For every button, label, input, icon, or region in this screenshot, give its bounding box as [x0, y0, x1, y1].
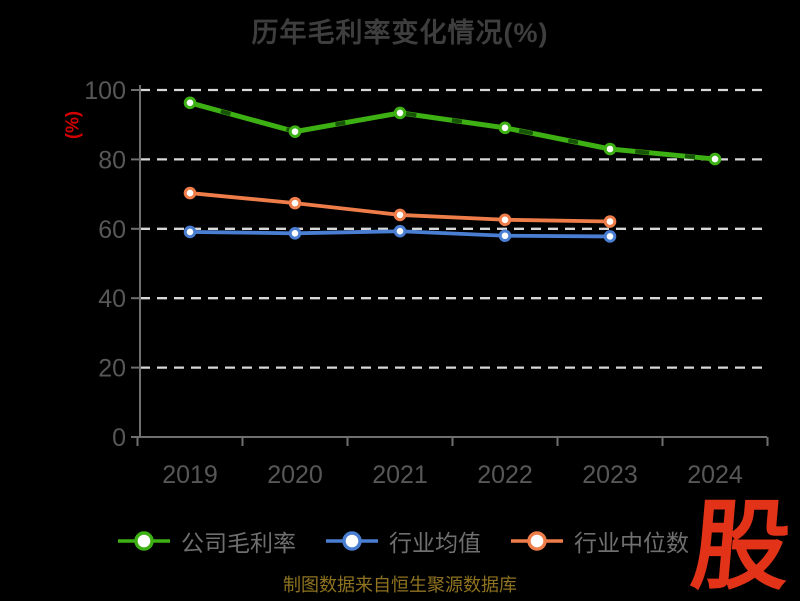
y-tick-label: 100 [84, 77, 126, 105]
x-tick-label: 2022 [477, 461, 533, 489]
series-marker-industry-mean [498, 229, 512, 243]
series-marker-industry-median [183, 186, 197, 200]
legend-marker-industry-mean [326, 531, 378, 551]
legend-item-company-gross-margin: 公司毛利率 [118, 524, 296, 558]
series-marker-company-gross-margin [498, 121, 512, 135]
series-marker-company-gross-margin [603, 142, 617, 156]
series-marker-industry-mean [288, 227, 302, 240]
series-marker-company-gross-margin [288, 125, 302, 138]
series-line-texture-company-gross-margin [189, 100, 716, 162]
series-marker-industry-median [393, 208, 407, 222]
watermark-logo: 股 [687, 491, 795, 601]
series-marker-company-gross-margin [708, 152, 722, 166]
x-tick-label: 2019 [162, 461, 218, 489]
x-tick-label: 2023 [582, 461, 638, 489]
legend-label-industry-median: 行业中位数 [574, 530, 689, 556]
legend-marker-industry-median [511, 531, 563, 551]
series-marker-company-gross-margin [393, 106, 407, 120]
legend: 公司毛利率 行业均值 行业中位数 [118, 524, 689, 558]
y-tick-label: 0 [112, 424, 126, 452]
x-tick-label: 2020 [267, 461, 323, 489]
series-marker-industry-mean [393, 224, 407, 238]
y-tick-label: 60 [98, 216, 126, 244]
series-marker-industry-median [603, 215, 617, 228]
legend-marker-company-gross-margin [118, 531, 170, 551]
legend-label-company-gross-margin: 公司毛利率 [181, 530, 296, 556]
legend-item-industry-mean: 行业均值 [326, 524, 481, 558]
axis-lines [139, 85, 767, 438]
series-marker-industry-median [498, 213, 512, 227]
series-marker-industry-median [288, 196, 302, 210]
legend-item-industry-median: 行业中位数 [511, 524, 689, 558]
x-tick-label: 2021 [372, 461, 428, 489]
chart-title: 历年毛利率变化情况(%) [251, 18, 549, 48]
source-caption: 制图数据来自恒生聚源数据库 [283, 575, 517, 595]
y-tick-label: 80 [98, 146, 126, 174]
series-marker-company-gross-margin [183, 96, 197, 110]
y-tick-label: 20 [98, 355, 126, 383]
y-tick-label: 40 [98, 285, 126, 313]
series-marker-industry-mean [183, 225, 197, 239]
legend-label-industry-mean: 行业均值 [389, 530, 481, 556]
x-tick-label: 2024 [687, 461, 743, 489]
series-marker-industry-mean [603, 230, 617, 243]
